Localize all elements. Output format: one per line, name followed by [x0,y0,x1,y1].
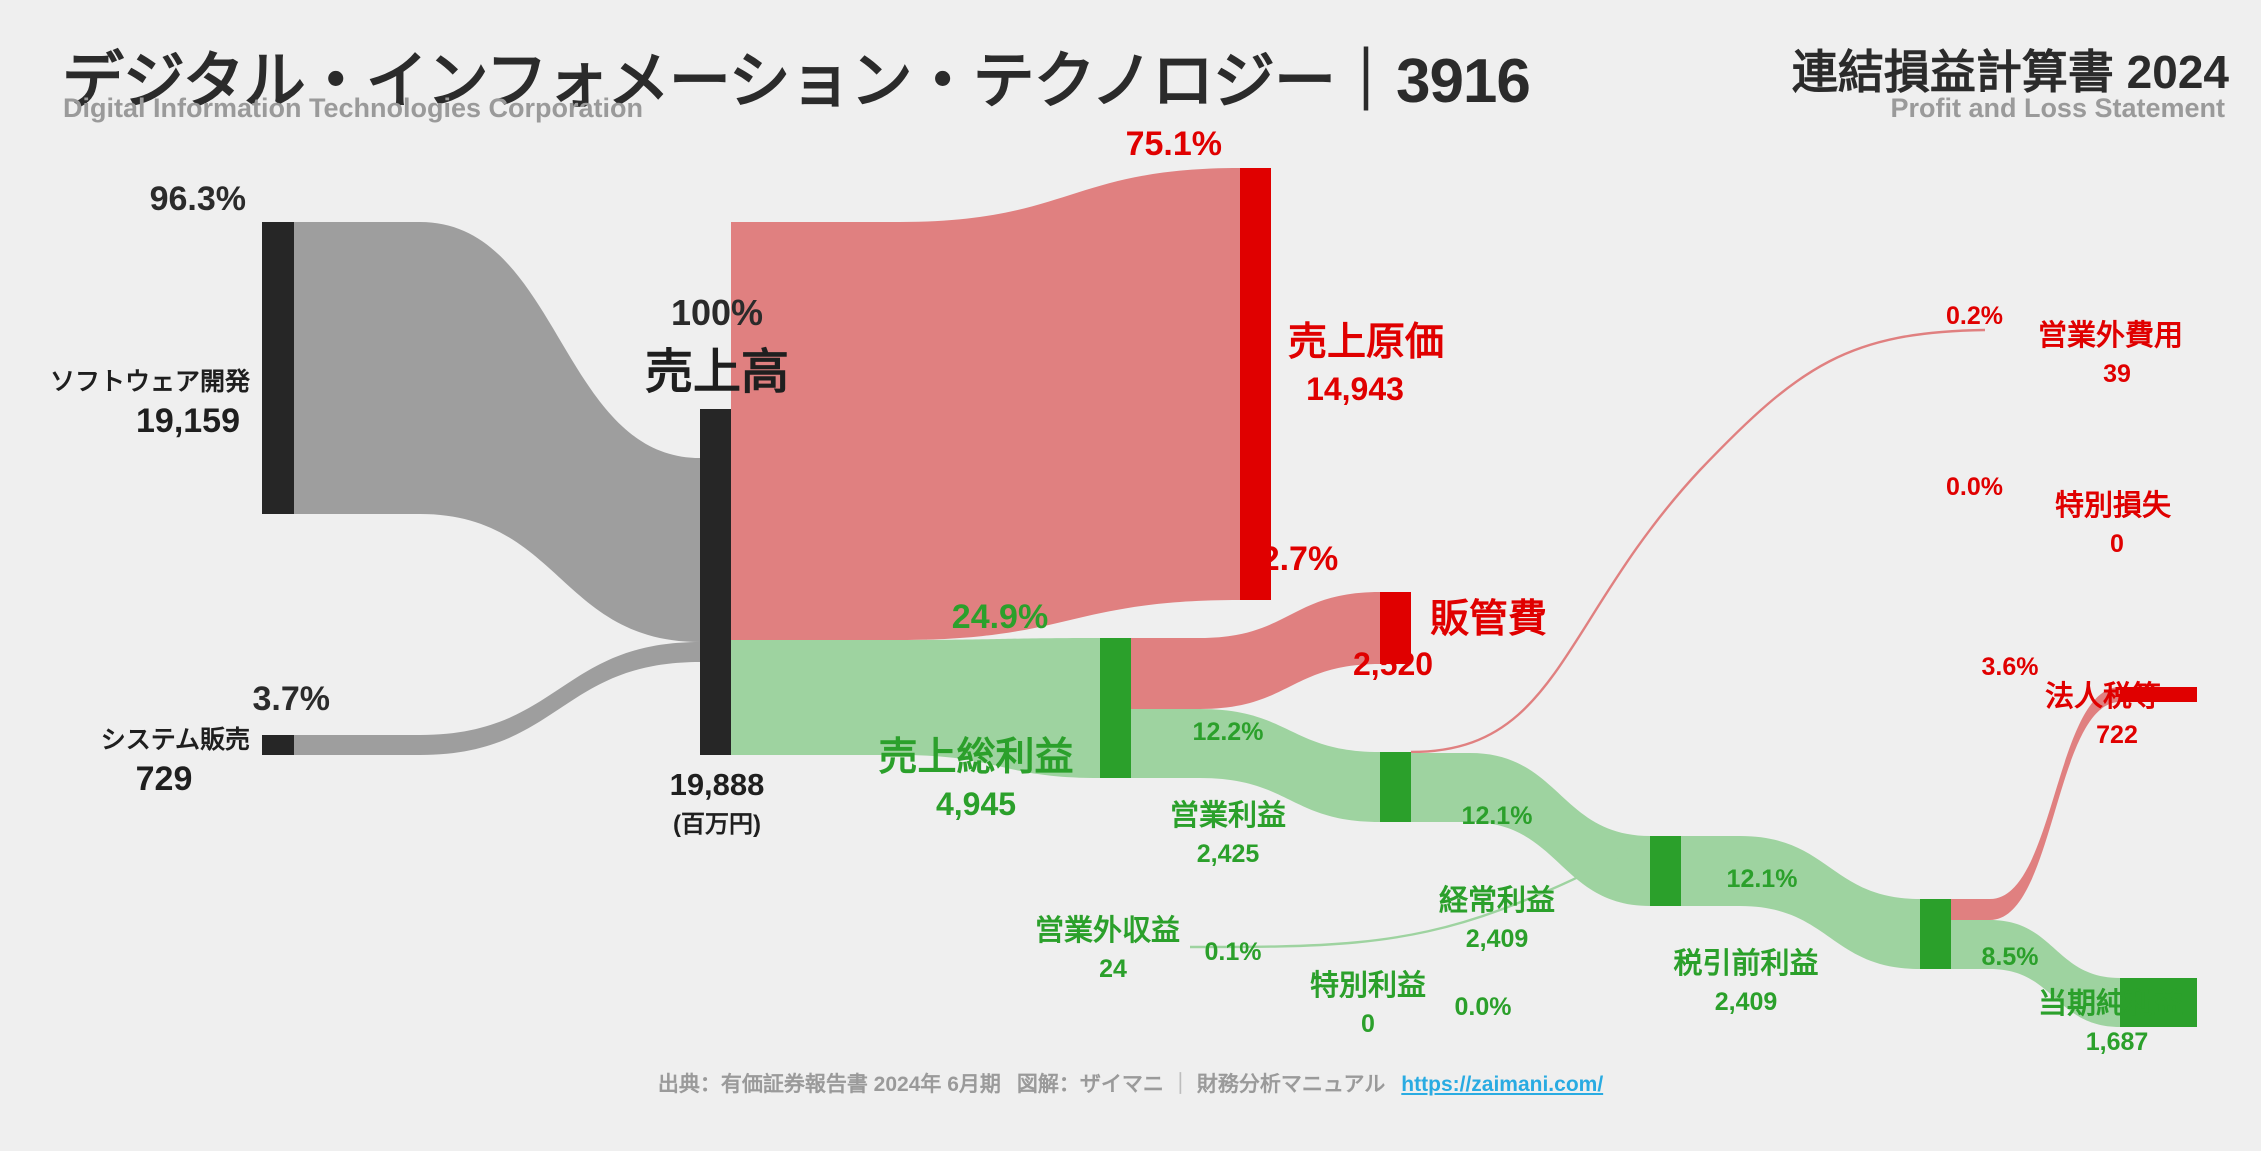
node-revenue[interactable] [700,409,731,755]
label-software: ソフトウェア開発 [50,368,251,396]
flow-ordinary-to-pretax [1681,836,1920,969]
pct-ordinary: 12.1% [1462,802,1533,830]
value-pretax: 2,409 [1715,988,1778,1016]
node-netincome[interactable] [2120,978,2197,1027]
value-nonopinc: 24 [1099,955,1127,983]
pct-nonopexp: 0.2% [1946,302,2003,330]
flow-revenue-to-cogs [731,168,1240,640]
pct-system: 3.7% [253,680,331,718]
value-opincome: 2,425 [1197,840,1260,868]
value-revenue: 19,888 [670,767,765,802]
page-title: デジタル・インフォメーション・テクノロジー｜3916 [62,30,1531,120]
value-software: 19,159 [136,402,240,440]
flow-nonopinc-to-ordinary [1189,838,1651,949]
label-ordinary: 経常利益 [1439,883,1555,917]
flow-revenue-to-grossprofit [731,638,1100,778]
label-pretax: 税引前利益 [1673,946,1818,980]
label-tax: 法人税等 [2045,679,2161,713]
value-extraincome: 0 [1361,1010,1375,1038]
pct-netincome: 8.5% [1982,943,2039,971]
node-cogs[interactable] [1240,168,1271,600]
value-netincome: 1,687 [2086,1028,2149,1056]
label-opincome: 営業利益 [1170,798,1286,832]
label-nonopexp: 営業外費用 [2038,318,2183,352]
header: デジタル・インフォメーション・テクノロジー｜3916 連結損益計算書 2024 … [0,0,2261,150]
flow-opincome-to-ordinary [1411,753,1650,906]
label-layer: 96.3% ソフトウェア開発 19,159 3.7% システム販売 729 10… [50,125,2183,1056]
pct-nonopinc: 0.1% [1205,938,1262,966]
label-sga: 販管費 [1430,598,1547,641]
value-extraloss: 0 [2110,530,2124,558]
label-extraincome: 特別利益 [1310,969,1426,1002]
pct-opincome: 12.2% [1193,718,1264,746]
node-tax[interactable] [2120,687,2197,702]
flow-opincome-to-nonopexp [1410,328,1986,754]
flow-pretax-to-netincome [1951,920,2120,1027]
node-pretax[interactable] [1920,899,1951,969]
node-ordinary[interactable] [1650,836,1681,906]
title-divider: ｜ [1334,47,1397,116]
footer: 出典：有価証券報告書 2024年 6月期 図解：ザイマニ｜財務分析マニュアル htt… [657,1073,1604,1096]
pct-extraincome: 0.0% [1455,993,1512,1021]
pct-sga: 12.7% [1242,540,1338,578]
node-grossprofit[interactable] [1100,638,1131,778]
pct-tax: 3.6% [1982,653,2039,681]
pct-revenue: 100% [671,292,763,333]
value-nonopexp: 39 [2103,360,2131,388]
node-system[interactable] [262,735,294,755]
label-extraloss: 特別損失 [2055,489,2172,522]
value-tax: 722 [2096,721,2138,749]
document-title-jp: 連結損益計算書 2024 [1791,46,2229,98]
flow-system-to-revenue [262,642,700,755]
value-cogs: 14,943 [1306,371,1404,407]
flow-software-to-revenue [262,222,700,642]
pct-pretax: 12.1% [1727,865,1798,893]
document-title-en: Profit and Loss Statement [1890,93,2225,123]
label-system: システム販売 [101,726,250,754]
node-opincome[interactable] [1380,752,1411,822]
value-grossprofit: 4,945 [936,786,1016,822]
flow-layer [262,168,2120,1027]
label-cogs: 売上原価 [1288,321,1444,364]
pct-cogs: 75.1% [1126,125,1222,163]
ticker-code: 3916 [1395,47,1531,116]
pct-grossprofit: 24.9% [952,598,1048,636]
label-revenue: 売上高 [645,346,789,399]
company-name-en: Digital Information Technologies Corpora… [63,93,643,123]
flow-pretax-to-tax [1951,687,2120,920]
value-system: 729 [136,760,193,798]
unit-note: (百万円) [673,811,761,838]
value-ordinary: 2,409 [1466,925,1529,953]
company-name-jp: デジタル・インフォメーション・テクノロジー [62,47,1336,116]
node-sga[interactable] [1380,592,1411,664]
label-netincome: 当期純利益 [2038,987,2183,1020]
node-layer [262,168,2197,1027]
pct-extraloss: 0.0% [1946,473,2003,501]
node-software[interactable] [262,222,294,514]
label-grossprofit: 売上総利益 [878,736,1073,779]
label-nonopinc: 営業外収益 [1035,913,1180,947]
value-sga: 2,520 [1353,646,1433,682]
footer-source: 出典：有価証券報告書 2024年 6月期 [657,1073,1001,1096]
flow-grossprofit-to-sga [1131,592,1380,709]
footer-url-link[interactable]: https://zaimani.com/ [1401,1073,1604,1096]
footer-credit: 図解：ザイマニ [1016,1073,1164,1096]
flow-grossprofit-to-opincome [1131,709,1380,822]
footer-manual: 財務分析マニュアル [1196,1073,1386,1096]
pct-software: 96.3% [150,180,246,218]
